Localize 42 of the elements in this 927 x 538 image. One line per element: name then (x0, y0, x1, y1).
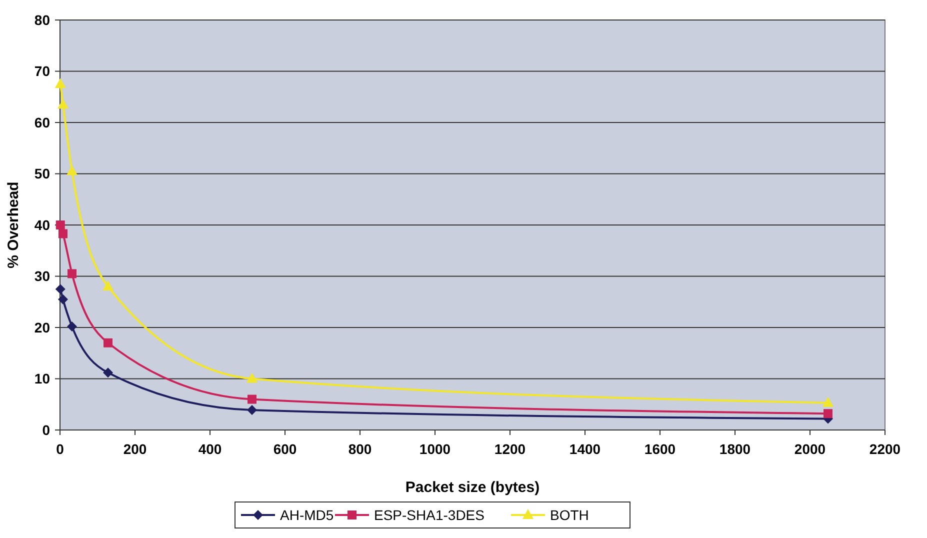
y-tick-label: 10 (34, 370, 50, 387)
point (66, 165, 78, 176)
point (67, 321, 77, 332)
x-tick-label: 1000 (419, 441, 451, 457)
x-tick-label: 1200 (494, 441, 526, 457)
point (58, 294, 68, 304)
y-tick-label: 30 (34, 268, 50, 284)
x-tick-label: 2000 (794, 441, 826, 457)
point (248, 394, 256, 404)
point (247, 405, 257, 416)
point (54, 78, 66, 88)
x-tick-label: 2200 (869, 441, 901, 457)
point (822, 396, 834, 407)
x-axis-title: Packet size (bytes) (405, 479, 540, 496)
point (58, 98, 68, 109)
point (246, 372, 258, 383)
y-tick-label: 60 (34, 114, 50, 130)
y-tick-label: 0 (42, 422, 50, 438)
point (68, 269, 76, 278)
legend-label: ESP-SHA1-3DES (374, 506, 484, 523)
x-tick-label: 1400 (569, 441, 601, 457)
x-tick-label: 200 (123, 441, 147, 457)
y-tick-label: 50 (34, 166, 50, 182)
point (103, 368, 113, 378)
legend-label: BOTH (550, 506, 589, 523)
y-tick-label: 80 (34, 12, 50, 28)
y-tick-label: 40 (34, 216, 50, 233)
y-tick-label: 70 (34, 63, 50, 80)
x-tick-label: 0 (56, 441, 64, 457)
y-axis-title: % Overhead (5, 182, 22, 268)
point (58, 229, 68, 238)
point (55, 284, 66, 294)
x-tick-label: 600 (273, 441, 297, 457)
y-tick-label: 20 (34, 319, 50, 336)
x-tick-label: 400 (198, 441, 222, 457)
point (104, 338, 112, 348)
x-tick-label: 1600 (644, 441, 676, 457)
point (102, 280, 114, 290)
point (824, 409, 832, 418)
x-tick-label: 1800 (719, 441, 751, 457)
x-tick-label: 800 (348, 441, 372, 457)
legend-label: AH-MD5 (280, 506, 334, 523)
